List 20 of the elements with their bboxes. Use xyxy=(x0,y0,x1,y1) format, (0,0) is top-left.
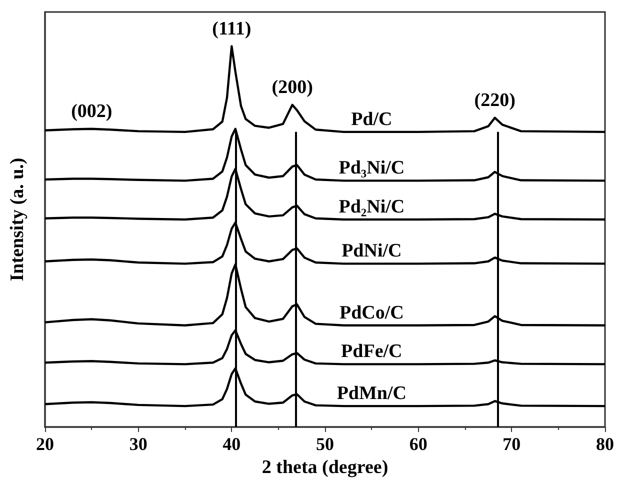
annotation: (111) xyxy=(212,18,252,40)
x-tick-label: 50 xyxy=(316,434,334,454)
x-tick-label: 20 xyxy=(36,434,54,454)
series-label: Pd/C xyxy=(351,108,392,130)
x-axis-title: 2 theta (degree) xyxy=(262,456,388,478)
series-label: PdFe/C xyxy=(341,341,402,362)
y-axis-title: Intensity (a. u.) xyxy=(7,158,28,282)
x-tick-label: 80 xyxy=(596,434,614,454)
x-tick-label: 60 xyxy=(409,434,428,454)
series-label: PdMn/C xyxy=(336,383,407,404)
series-label: PdNi/C xyxy=(342,240,402,262)
annotation: (220) xyxy=(474,90,516,111)
series-label: Pd₃Ni/C xyxy=(338,158,405,179)
series-label: Pd₂Ni/C xyxy=(338,196,405,218)
x-tick-label: 30 xyxy=(129,434,148,454)
series-label: PdCo/C xyxy=(339,302,404,324)
x-tick-label: 70 xyxy=(502,434,521,454)
x-tick-label: 40 xyxy=(222,434,241,454)
annotation: (200) xyxy=(272,76,313,98)
annotation: (002) xyxy=(71,100,112,122)
